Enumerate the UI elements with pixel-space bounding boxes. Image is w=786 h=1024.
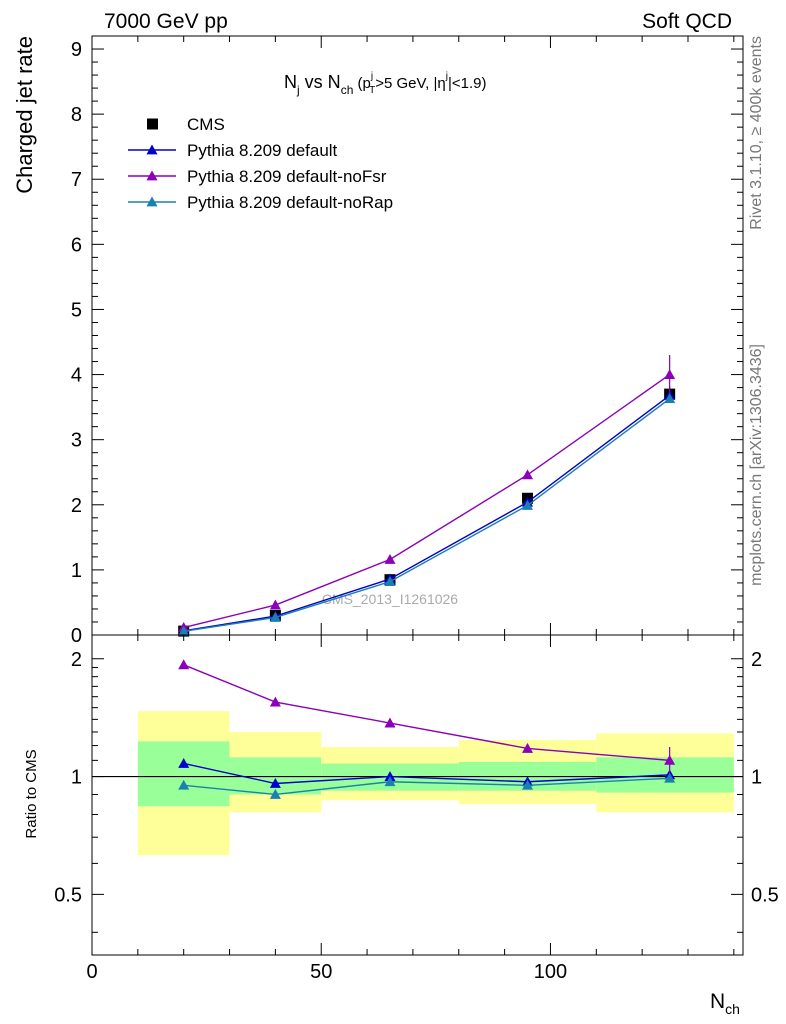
- ratio-point-noRap: [664, 772, 676, 783]
- watermark: CMS_2013_I1261026: [322, 591, 458, 607]
- ratio-point-noFsr: [178, 659, 190, 670]
- upper-y-tick-label: 8: [71, 104, 82, 126]
- lower-panel: 0 50 100 0.5 0.5 1 1 2 2: [54, 634, 779, 983]
- series-line-noFsr: [183, 373, 671, 629]
- ratio-point-default: [178, 757, 190, 768]
- lower-y-tick-label-right: 2: [751, 649, 762, 671]
- data-point-noRap: [384, 576, 396, 587]
- upper-y-tick-label: 1: [71, 560, 82, 582]
- legend-marker-noFsr: [146, 170, 158, 181]
- legend: CMS Pythia 8.209 default Pythia 8.209 defa…: [128, 115, 393, 212]
- ratio-point-noRap: [178, 779, 190, 790]
- upper-y-tick-label: 2: [71, 495, 82, 517]
- data-point-noFsr: [522, 469, 534, 480]
- legend-marker-data: [147, 118, 158, 130]
- ratio-point-noRap: [522, 779, 534, 790]
- lower-frame: [91, 634, 744, 956]
- ratio-point-noFsr: [269, 696, 281, 707]
- data-point-noRap: [269, 611, 281, 622]
- data-point-noFsr: [384, 553, 396, 564]
- data-point-noRap: [178, 625, 190, 636]
- lower-y-axis-label: Ratio to CMS: [23, 749, 40, 838]
- upper-panel: 0 1 2 3 4 5 6 7 8 9 CMS_2013_I1261026: [71, 35, 744, 647]
- upper-y-tick-label: 4: [71, 365, 82, 387]
- upper-y-tick-label: 9: [71, 39, 82, 61]
- ratio-point-default: [269, 778, 281, 788]
- x-tick-label: 50: [310, 961, 332, 983]
- lower-y-tick-label: 2: [71, 649, 82, 671]
- ratio-band-inner-1: [229, 757, 322, 795]
- header-right: Soft QCD: [642, 10, 732, 33]
- mcplots-label: mcplots.cern.ch [arXiv:1306.3436]: [748, 344, 765, 586]
- ratio-point-noFsr: [664, 754, 676, 765]
- main-plot-title: Nj vs Nch (pj T>5 GeV, |ηj|<1.9): [284, 71, 486, 97]
- legend-label-noFsr: Pythia 8.209 default-noFsr: [187, 167, 387, 186]
- header-left: 7000 GeV pp: [104, 10, 228, 33]
- upper-y-tick-label: 6: [71, 234, 82, 256]
- x-tick-label: 0: [86, 961, 97, 983]
- lower-y-tick-label: 1: [71, 767, 82, 789]
- upper-y-tick-label: 3: [71, 430, 82, 452]
- data-point-noFsr: [664, 369, 676, 379]
- data-point-noFsr: [269, 599, 281, 610]
- x-axis-label: Nch: [710, 990, 740, 1017]
- lower-y-tick-label-right: 1: [751, 767, 762, 789]
- upper-y-tick-label: 5: [71, 299, 82, 321]
- legend-marker-default: [146, 144, 158, 155]
- rivet-label: Rivet 3.1.10, ≥ 400k events: [748, 36, 765, 230]
- lower-y-tick-label: 0.5: [54, 884, 82, 906]
- ratio-point-noFsr: [522, 742, 534, 753]
- ratio-point-noRap: [384, 776, 396, 787]
- legend-marker-noRap: [146, 196, 158, 207]
- x-tick-label: 100: [534, 961, 567, 983]
- upper-y-tick-label: 7: [71, 169, 82, 191]
- ratio-point-noRap: [269, 788, 281, 799]
- data-point-noRap: [664, 393, 676, 404]
- upper-y-tick-label: 0: [71, 625, 82, 647]
- legend-label-default: Pythia 8.209 default: [187, 141, 338, 160]
- lower-y-tick-label-right: 0.5: [751, 884, 779, 906]
- ratio-point-default: [384, 771, 396, 781]
- legend-label-data: CMS: [187, 115, 225, 134]
- data-point-noRap: [522, 499, 534, 510]
- ratio-point-noFsr: [384, 717, 396, 728]
- ratio-band-inner-0: [137, 741, 230, 807]
- legend-label-noRap: Pythia 8.209 default-noRap: [187, 193, 393, 212]
- upper-y-axis-label: Charged jet rate: [12, 36, 37, 194]
